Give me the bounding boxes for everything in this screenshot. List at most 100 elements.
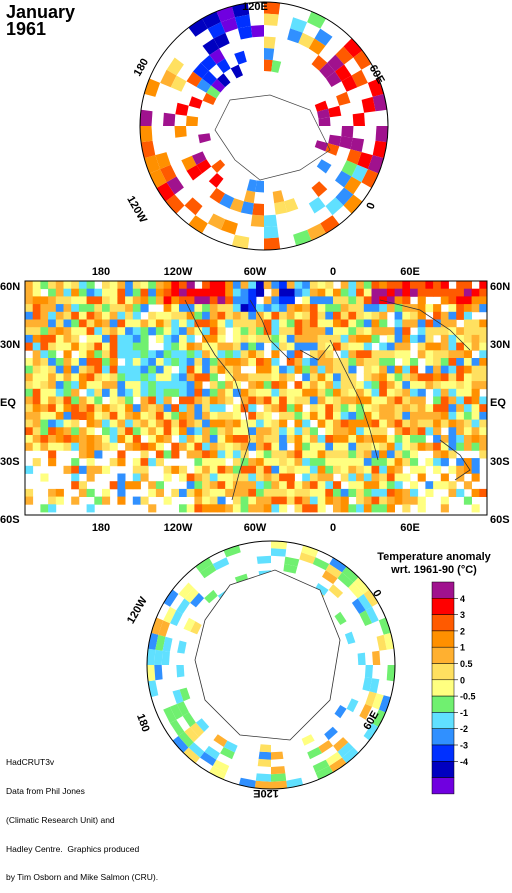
- anomaly-cell: [417, 342, 426, 351]
- anomaly-cell: [217, 435, 226, 444]
- anomaly-cell: [417, 465, 426, 474]
- anomaly-cell: [188, 18, 208, 37]
- anomaly-cell: [440, 342, 449, 351]
- anomaly-cell: [263, 419, 272, 428]
- anomaly-cell: [178, 731, 194, 748]
- anomaly-cell: [48, 365, 57, 374]
- anomaly-cell: [40, 373, 49, 382]
- anomaly-cell: [325, 350, 334, 359]
- anomaly-cell: [325, 427, 334, 436]
- anomaly-cell: [225, 350, 234, 359]
- anomaly-cell: [71, 365, 80, 374]
- anomaly-cell: [279, 296, 288, 305]
- anomaly-cell: [32, 458, 41, 467]
- anomaly-cell: [117, 342, 126, 351]
- anomaly-cell: [194, 373, 203, 382]
- anomaly-cell: [298, 32, 315, 49]
- anomaly-cell: [217, 404, 226, 413]
- anomaly-cell: [184, 587, 199, 603]
- anomaly-cell: [363, 411, 372, 420]
- anomaly-cell: [154, 649, 163, 665]
- anomaly-cell: [125, 334, 134, 343]
- anomaly-cell: [363, 296, 372, 305]
- anomaly-cell: [263, 450, 272, 459]
- anomaly-cell: [86, 396, 95, 405]
- anomaly-cell: [248, 311, 257, 320]
- anomaly-cell: [394, 496, 403, 505]
- anomaly-cell: [248, 442, 257, 451]
- anomaly-cell: [217, 327, 226, 336]
- anomaly-cell: [342, 566, 359, 583]
- anomaly-cell: [317, 442, 326, 451]
- anomaly-cell: [264, 2, 281, 15]
- anomaly-cell: [148, 281, 157, 290]
- anomaly-cell: [417, 288, 426, 297]
- anomaly-cell: [264, 59, 273, 72]
- anomaly-cell: [348, 396, 357, 405]
- anomaly-cell: [117, 304, 126, 313]
- anomaly-cell: [86, 419, 95, 428]
- anomaly-cell: [207, 22, 226, 39]
- anomaly-cell: [344, 631, 356, 645]
- anomaly-cell: [394, 450, 403, 459]
- anomaly-cell: [379, 381, 388, 390]
- title-month: January: [6, 2, 76, 22]
- anomaly-cell: [376, 634, 387, 651]
- anomaly-cell: [213, 734, 228, 747]
- anomaly-cell: [163, 450, 172, 459]
- anomaly-cell: [417, 442, 426, 451]
- anomaly-cell: [279, 319, 288, 328]
- anomaly-cell: [339, 136, 353, 150]
- anomaly-cell: [379, 358, 388, 367]
- anomaly-cell: [356, 481, 365, 490]
- anomaly-cell: [158, 620, 170, 637]
- anomaly-cell: [279, 365, 288, 374]
- anomaly-cell: [211, 159, 226, 173]
- anomaly-cell: [312, 557, 330, 571]
- anomaly-cell: [48, 488, 57, 497]
- anomaly-cell: [309, 481, 318, 490]
- anomaly-cell: [471, 419, 480, 428]
- anomaly-cell: [155, 152, 171, 170]
- anomaly-cell: [171, 404, 180, 413]
- anomaly-cell: [117, 419, 126, 428]
- anomaly-cell: [402, 358, 411, 367]
- anomaly-cell: [317, 388, 326, 397]
- anomaly-cell: [25, 396, 34, 405]
- anomaly-cell: [179, 396, 188, 405]
- anomaly-cell: [211, 79, 226, 93]
- anomaly-cell: [40, 442, 49, 451]
- anomaly-cell: [117, 427, 126, 436]
- anomaly-cell: [333, 327, 342, 336]
- anomaly-cell: [363, 388, 372, 397]
- anomaly-cell: [433, 365, 442, 374]
- anomaly-cell: [132, 465, 141, 474]
- anomaly-cell: [369, 678, 380, 694]
- anomaly-cell: [78, 488, 87, 497]
- anomaly-cell: [248, 488, 257, 497]
- anomaly-cell: [255, 180, 264, 193]
- anomaly-cell: [372, 709, 386, 727]
- anomaly-cell: [179, 296, 188, 305]
- anomaly-cell: [363, 589, 379, 607]
- anomaly-cell: [286, 288, 295, 297]
- anomaly-cell: [55, 334, 64, 343]
- anomaly-cell: [356, 458, 365, 467]
- anomaly-cell: [40, 388, 49, 397]
- anomaly-cell: [279, 473, 288, 482]
- anomaly-cell: [94, 288, 103, 297]
- anomaly-cell: [40, 435, 49, 444]
- anomaly-cell: [162, 636, 173, 652]
- anomaly-cell: [356, 488, 365, 497]
- anomaly-cell: [171, 411, 180, 420]
- anomaly-cell: [271, 541, 288, 550]
- anomaly-cell: [248, 358, 257, 367]
- anomaly-cell: [302, 450, 311, 459]
- anomaly-cell: [317, 304, 326, 313]
- anomaly-cell: [271, 780, 288, 789]
- anomaly-cell: [433, 304, 442, 313]
- anomaly-cell: [186, 435, 195, 444]
- anomaly-cell: [190, 592, 205, 608]
- anomaly-cell: [163, 311, 172, 320]
- anomaly-cell: [132, 304, 141, 313]
